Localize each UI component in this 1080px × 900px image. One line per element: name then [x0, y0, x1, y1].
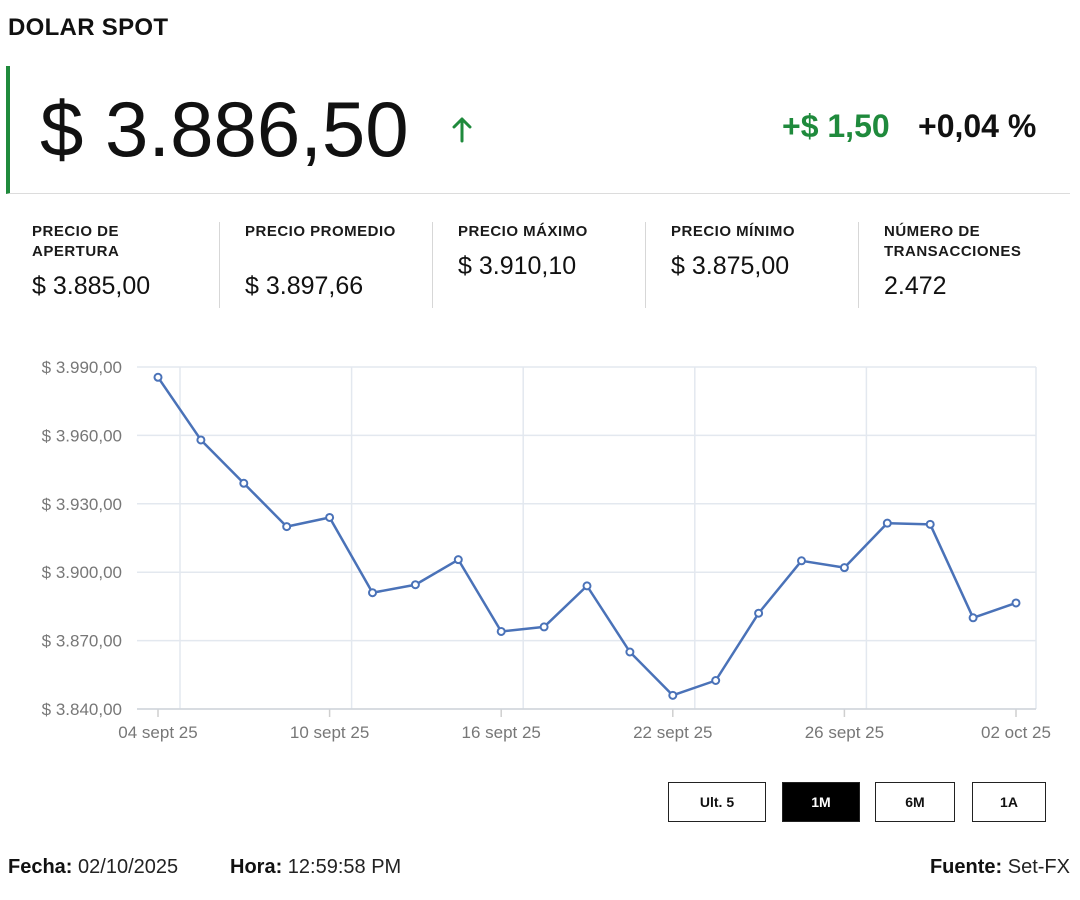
stat-value: $ 3.910,10: [458, 252, 577, 280]
data-point: [539, 622, 549, 632]
data-point: [839, 563, 849, 573]
stat-value: $ 3.875,00: [671, 252, 790, 280]
x-tick-label: 22 sept 25: [633, 723, 712, 742]
stat-label: NÚMERO DE TRANSACCIONES: [884, 223, 1022, 260]
range-button-1m[interactable]: 1M: [782, 782, 860, 822]
date-label: Fecha:: [8, 856, 73, 878]
page-title: DOLAR SPOT: [8, 14, 169, 41]
data-point: [153, 372, 163, 382]
stat-value: $ 3.885,00: [32, 272, 151, 300]
footer-time: Hora: 12:59:58 PM: [230, 856, 401, 879]
range-button-6m[interactable]: 6M: [875, 782, 955, 822]
data-point: [410, 580, 420, 590]
footer-source: Fuente: Set-FX: [930, 856, 1070, 879]
stat-label: PRECIO DE APERTURA: [32, 223, 120, 260]
y-tick-label: $ 3.840,00: [42, 700, 122, 719]
data-point: [882, 518, 892, 528]
data-point: [582, 581, 592, 591]
data-point: [282, 522, 292, 532]
data-point: [754, 608, 764, 618]
quote-panel: $ 3.886,50 +$ 1,50 +0,04 %: [6, 66, 1070, 194]
price-change-percent: +0,04 %: [918, 108, 1037, 144]
source-value: Set-FX: [1007, 856, 1070, 878]
stat-opening-price: PRECIO DE APERTURA $ 3.885,00: [20, 222, 220, 308]
stat-label: PRECIO PROMEDIO: [245, 223, 396, 240]
range-button-last5[interactable]: Ult. 5: [668, 782, 766, 822]
data-point: [239, 478, 249, 488]
y-tick-label: $ 3.900,00: [42, 563, 122, 582]
current-price: $ 3.886,50: [40, 85, 409, 173]
data-point: [1011, 598, 1021, 608]
data-point: [196, 435, 206, 445]
stat-label: PRECIO MÍNIMO: [671, 223, 796, 240]
stat-transactions: NÚMERO DE TRANSACCIONES 2.472: [872, 222, 1070, 308]
data-point: [325, 512, 335, 522]
x-tick-label: 26 sept 25: [805, 723, 884, 742]
data-point: [925, 519, 935, 529]
time-value: 12:59:58 PM: [287, 856, 402, 878]
x-tick-label: 04 sept 25: [118, 723, 197, 742]
stat-average-price: PRECIO PROMEDIO $ 3.897,66: [233, 222, 433, 308]
time-label: Hora:: [230, 856, 283, 878]
y-tick-label: $ 3.960,00: [42, 426, 122, 445]
data-point: [968, 613, 978, 623]
x-tick-label: 10 sept 25: [290, 723, 369, 742]
y-tick-label: $ 3.870,00: [42, 632, 122, 651]
y-tick-label: $ 3.930,00: [42, 495, 122, 514]
data-point: [711, 676, 721, 685]
x-tick-label: 16 sept 25: [461, 723, 540, 742]
data-point: [496, 626, 506, 636]
x-tick-label: 02 oct 25: [981, 723, 1051, 742]
data-point: [453, 555, 463, 565]
price-change: +$ 1,50: [782, 108, 890, 144]
data-point: [625, 647, 635, 657]
y-tick-label: $ 3.990,00: [42, 358, 122, 377]
data-point: [668, 690, 678, 700]
price-series-line: [156, 376, 1017, 697]
stat-min-price: PRECIO MÍNIMO $ 3.875,00: [659, 222, 859, 308]
stats-row: PRECIO DE APERTURA $ 3.885,00 PRECIO PRO…: [20, 222, 1070, 308]
price-chart: $ 3.990,00 $ 3.960,00 $ 3.930,00 $ 3.900,00…: [42, 358, 1051, 742]
data-point: [368, 588, 377, 598]
arrow-up-icon: [452, 117, 472, 143]
date-value: 02/10/2025: [78, 856, 179, 878]
range-button-1a[interactable]: 1A: [972, 782, 1046, 822]
data-point: [797, 556, 806, 566]
stat-value: $ 3.897,66: [245, 272, 364, 300]
footer-date: Fecha: 02/10/2025: [8, 856, 178, 879]
source-label: Fuente:: [929, 856, 1003, 878]
stat-label: PRECIO MÁXIMO: [458, 223, 588, 240]
stat-max-price: PRECIO MÁXIMO $ 3.910,10: [446, 222, 646, 308]
stat-value: 2.472: [884, 272, 947, 300]
